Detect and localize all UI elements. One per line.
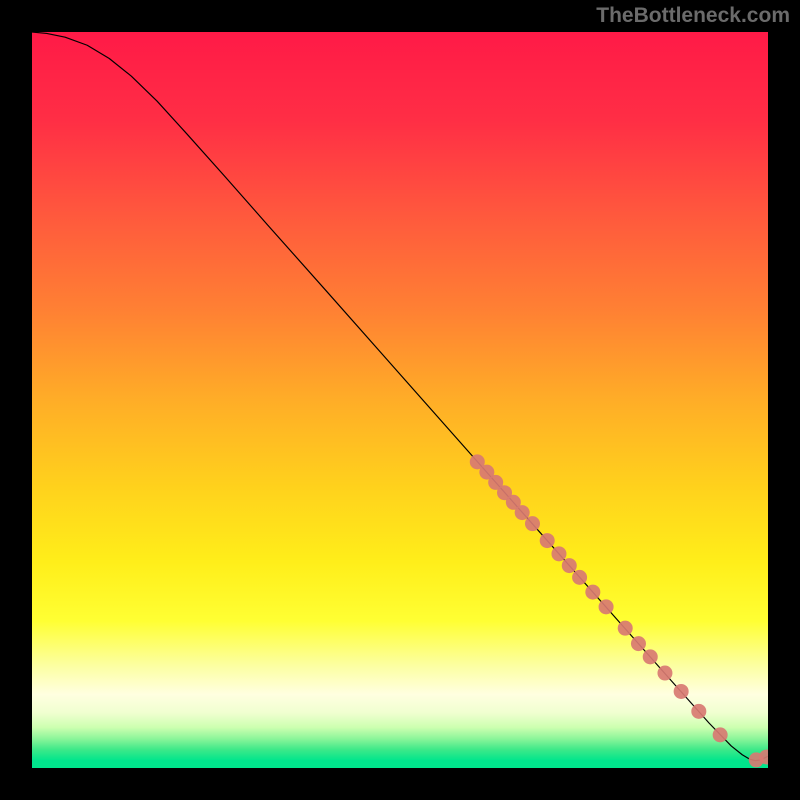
scatter-point [618, 621, 633, 636]
plot-area [32, 32, 768, 768]
attribution-text: TheBottleneck.com [596, 4, 790, 28]
scatter-point [643, 649, 658, 664]
scatter-point [657, 666, 672, 681]
scatter-point [599, 599, 614, 614]
scatter-point [674, 684, 689, 699]
scatter-point [713, 727, 728, 742]
scatter-point [572, 570, 587, 585]
scatter-point [691, 704, 706, 719]
scatter-point [562, 558, 577, 573]
scatter-point [631, 636, 646, 651]
curve-line [32, 32, 768, 761]
scatter-point [540, 533, 555, 548]
scatter-point [515, 505, 530, 520]
scatter-point [585, 585, 600, 600]
scatter-markers [470, 454, 768, 767]
scatter-point [551, 546, 566, 561]
scatter-point [525, 516, 540, 531]
chart-overlay [32, 32, 768, 768]
